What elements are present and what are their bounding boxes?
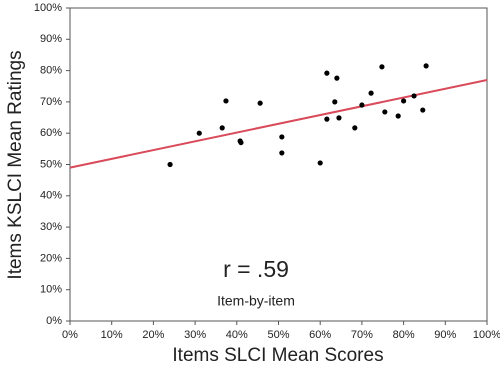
- y-tick-label: 0%: [46, 315, 62, 327]
- point: [382, 109, 388, 115]
- y-tick-label: 30%: [40, 221, 62, 233]
- point: [379, 64, 385, 70]
- x-tick-label: 50%: [267, 329, 289, 341]
- point: [395, 113, 401, 119]
- point: [332, 99, 338, 105]
- point: [324, 70, 330, 76]
- annotation: Item-by-item: [217, 293, 295, 309]
- x-tick-label: 40%: [226, 329, 248, 341]
- x-axis-label: Items SLCI Mean Scores: [172, 345, 383, 366]
- x-tick-label: 0%: [62, 329, 78, 341]
- point: [317, 160, 323, 166]
- y-tick-label: 100%: [34, 2, 62, 14]
- point: [423, 63, 429, 69]
- trend-line: [69, 79, 488, 169]
- point: [336, 115, 342, 121]
- point: [219, 125, 225, 131]
- y-tick-label: 80%: [40, 65, 62, 77]
- point: [420, 107, 426, 113]
- y-tick-label: 90%: [40, 33, 62, 45]
- y-tick-label: 50%: [40, 158, 62, 170]
- x-tick-label: 60%: [309, 329, 331, 341]
- point: [196, 130, 202, 136]
- x-tick-label: 10%: [101, 329, 123, 341]
- point: [279, 150, 285, 156]
- point: [411, 93, 417, 99]
- y-tick-label: 20%: [40, 252, 62, 264]
- point: [257, 100, 263, 106]
- x-tick-label: 90%: [434, 329, 456, 341]
- point: [334, 75, 340, 81]
- point: [279, 134, 285, 140]
- point: [324, 116, 330, 122]
- point: [167, 161, 173, 168]
- y-tick-label: 10%: [40, 284, 62, 296]
- y-tick-label: 70%: [40, 96, 62, 108]
- x-tick-label: 70%: [351, 329, 373, 341]
- x-tick-label: 80%: [393, 329, 415, 341]
- point: [401, 98, 407, 104]
- point: [352, 125, 358, 131]
- x-tick-label: 100%: [473, 329, 500, 341]
- y-tick-label: 60%: [40, 127, 62, 139]
- x-tick-label: 30%: [184, 329, 206, 341]
- point: [223, 98, 229, 104]
- point: [238, 139, 244, 146]
- point: [368, 90, 374, 96]
- x-tick-label: 20%: [142, 329, 164, 341]
- y-tick-label: 40%: [40, 190, 62, 202]
- point: [359, 102, 365, 108]
- y-axis-label: Items KSLCI Mean Ratings: [5, 50, 26, 279]
- annotation: r = .59: [223, 256, 289, 282]
